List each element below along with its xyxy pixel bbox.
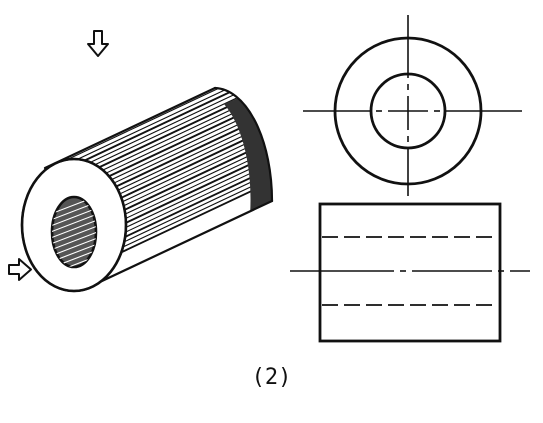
top-view [303,15,522,196]
bore-hatch-line [52,218,96,240]
figure-caption: (2) [251,365,292,390]
front-view [290,202,530,343]
top-view-centerlines [303,15,522,196]
bore-hatch-line [52,230,96,252]
front-view-hidden-lines [322,236,498,306]
view-arrow-front-icon [8,258,32,281]
view-arrow-top-icon [87,30,109,57]
front-view-outline [318,202,502,343]
bore-hatch-line [52,212,96,234]
bore-hatch-line [52,224,96,246]
isometric-tube-sketch [20,86,274,293]
